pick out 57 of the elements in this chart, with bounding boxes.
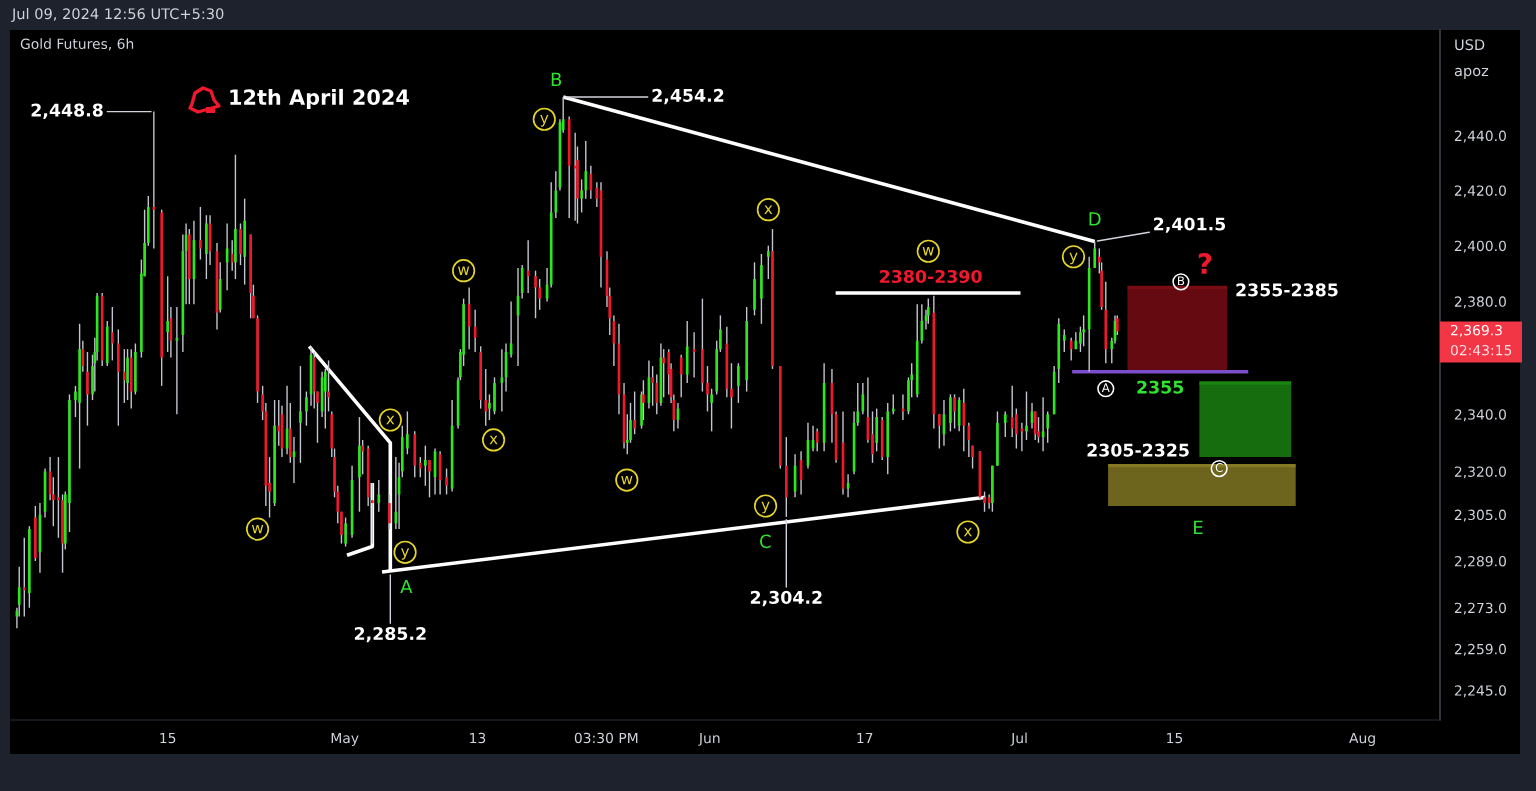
annotation: 2,454.2 (652, 88, 724, 105)
y-tick-label: 2,440.0 (1454, 130, 1506, 143)
y-tick-label: 2,305.0 (1454, 509, 1506, 522)
x-tick-label: Aug (1349, 732, 1375, 746)
annotation: C (760, 534, 771, 549)
text: USD (1455, 39, 1485, 51)
annotation: A (1101, 383, 1110, 392)
x-tick-label: 15 (160, 732, 176, 744)
annotation: 2355-2385 (1236, 283, 1338, 297)
annotation: w (458, 266, 470, 275)
text: apoz (1454, 67, 1489, 80)
annotation: 2,304.2 (750, 590, 822, 607)
x-tick-label: 15 (1167, 732, 1183, 744)
x-tick-label: 13 (470, 732, 486, 744)
x-tick-label: 03:30 PM (574, 732, 638, 744)
annotation: 2380-2390 (880, 269, 982, 284)
annotation: C (1215, 463, 1223, 472)
y-tick-label: 2,320.0 (1454, 466, 1506, 479)
x-tick-label: Jun (698, 732, 720, 746)
annotation: y (540, 115, 549, 127)
annotation: 2305-2325 (1087, 443, 1189, 457)
y-tick-label: 2,273.0 (1454, 602, 1506, 615)
y-tick-label: 2,259.0 (1454, 643, 1506, 656)
y-tick-label: 2,340.0 (1454, 409, 1506, 422)
y-tick-label: 2,245.0 (1454, 685, 1506, 698)
annotation: ? (1198, 253, 1212, 274)
annotation: B (1178, 276, 1185, 286)
annotation: B (551, 72, 562, 86)
annotation: w (621, 475, 633, 485)
y-tick-label: 2,289.0 (1454, 555, 1506, 568)
text: 2,369.3 (1451, 324, 1502, 337)
annotation: x (764, 205, 773, 214)
annotation: y (401, 548, 410, 560)
annotation: x (489, 435, 498, 445)
annotation: y (1069, 252, 1078, 265)
annotation: y (761, 501, 770, 514)
annotation: w (251, 524, 264, 534)
x-tick-label: Jul (1010, 732, 1027, 746)
annotation: 2355 (1137, 380, 1184, 394)
text: 02:43:15 (1450, 344, 1512, 356)
annotation: w (922, 247, 934, 256)
annotation: x (963, 527, 972, 537)
annotation: A (400, 579, 413, 594)
text: Gold Futures, 6h (20, 38, 134, 51)
annotation: D (1089, 212, 1101, 226)
annotation: 2,401.5 (1154, 217, 1226, 233)
annotation: 12th April 2024 (230, 88, 409, 110)
y-tick-label: 2,380.0 (1454, 296, 1506, 309)
annotation: x (386, 415, 395, 425)
y-tick-label: 2,420.0 (1454, 185, 1506, 198)
annotation: 2,285.2 (354, 626, 426, 643)
annotation: 2,448.8 (31, 103, 103, 119)
y-tick-label: 2,400.0 (1454, 240, 1506, 253)
x-tick-label: May (331, 732, 359, 746)
annotation: E (1194, 520, 1203, 534)
x-tick-label: 17 (857, 732, 873, 744)
text: Jul 09, 2024 12:56 UTC+5:30 (11, 7, 224, 22)
